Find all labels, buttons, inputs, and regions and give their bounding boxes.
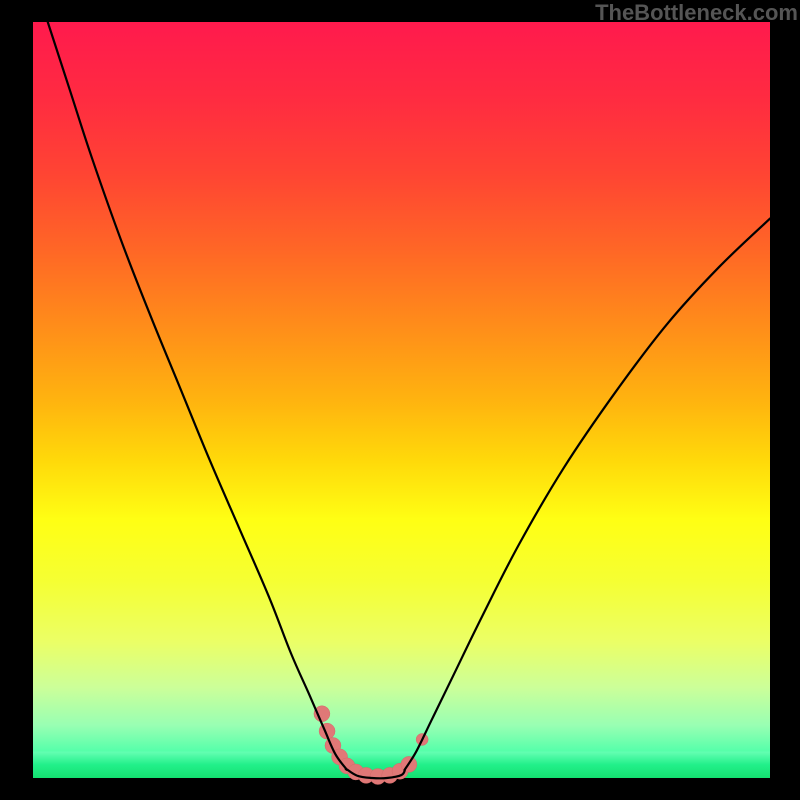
bottleneck-chart	[0, 0, 800, 800]
chart-root: TheBottleneck.com	[0, 0, 800, 800]
watermark-text: TheBottleneck.com	[595, 0, 798, 26]
plot-background-gradient	[33, 22, 770, 778]
